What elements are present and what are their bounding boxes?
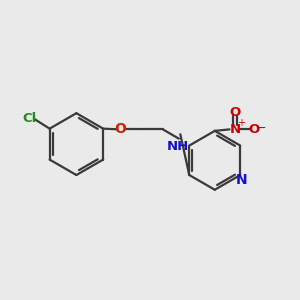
Text: NH: NH — [167, 140, 189, 152]
Text: −: − — [256, 122, 266, 135]
Text: +: + — [237, 118, 245, 128]
Text: N: N — [236, 173, 248, 187]
Text: O: O — [249, 123, 260, 136]
Text: O: O — [230, 106, 241, 119]
Text: O: O — [114, 122, 126, 136]
Text: N: N — [230, 123, 241, 136]
Text: Cl: Cl — [22, 112, 37, 125]
